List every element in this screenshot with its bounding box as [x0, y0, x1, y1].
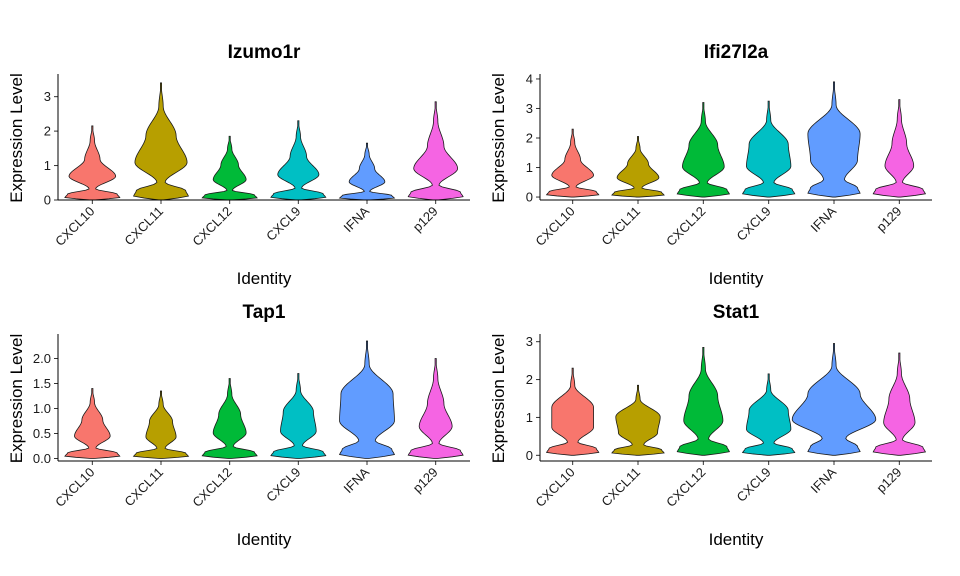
- violin-p129: [872, 352, 927, 456]
- y-tick-label: 0.0: [33, 451, 51, 466]
- y-tick-label: 1: [526, 410, 533, 425]
- violin-cxcl10: [545, 367, 600, 456]
- violin-cxcl10: [545, 128, 600, 198]
- x-axis-label: Identity: [237, 530, 292, 549]
- y-tick-label: 3: [526, 334, 533, 349]
- y-tick-label: 3: [44, 89, 51, 104]
- y-tick-label: 2.0: [33, 351, 51, 366]
- violin-cxcl12: [201, 135, 258, 201]
- y-tick-label: 3: [526, 101, 533, 116]
- y-tick-label: 2: [526, 131, 533, 146]
- violin-cxcl9: [741, 373, 796, 456]
- x-axis-label: Identity: [237, 269, 292, 288]
- y-tick-label: 1.5: [33, 376, 51, 391]
- violin-cxcl9: [741, 100, 796, 198]
- y-tick-label: 0: [526, 190, 533, 205]
- y-axis-label: Expression Level: [7, 73, 26, 202]
- violin-ifna: [338, 340, 396, 459]
- panel-title: Tap1: [243, 302, 286, 323]
- y-tick-label: 1.0: [33, 401, 51, 416]
- violin-p129: [407, 358, 464, 459]
- y-axis-label: Expression Level: [7, 334, 26, 463]
- y-tick-label: 1: [44, 158, 51, 173]
- violin-cxcl11: [132, 390, 190, 459]
- violin-cxcl9: [270, 373, 327, 459]
- y-tick-label: 1: [526, 160, 533, 175]
- violin-cxcl11: [132, 82, 190, 201]
- violin-cxcl10: [64, 388, 121, 459]
- y-tick-label: 4: [526, 71, 533, 86]
- violin-cxcl11: [611, 384, 665, 456]
- violin-cxcl9: [270, 120, 327, 201]
- violin-p129: [872, 99, 927, 198]
- y-tick-label: 0.5: [33, 426, 51, 441]
- violin-cxcl12: [201, 378, 258, 459]
- violin-ifna: [338, 142, 396, 201]
- violin-ifna: [791, 343, 877, 456]
- y-tick-label: 2: [44, 124, 51, 139]
- violin-cxcl12: [676, 346, 731, 456]
- panel-title: Ifi27l2a: [704, 42, 769, 63]
- violin-ifna: [807, 81, 861, 198]
- y-axis-label: Expression Level: [489, 73, 508, 202]
- x-axis-label: Identity: [709, 269, 764, 288]
- y-tick-label: 2: [526, 372, 533, 387]
- y-tick-label: 0: [526, 448, 533, 463]
- x-axis-label: Identity: [709, 530, 764, 549]
- violin-cxcl11: [611, 136, 665, 198]
- y-axis-label: Expression Level: [489, 334, 508, 463]
- y-tick-label: 0: [44, 193, 51, 208]
- panel-title: Izumo1r: [228, 42, 301, 63]
- violin-cxcl10: [64, 125, 121, 201]
- violin-cxcl12: [676, 102, 731, 198]
- violin-p129: [407, 101, 464, 201]
- panel-title: Stat1: [713, 302, 760, 323]
